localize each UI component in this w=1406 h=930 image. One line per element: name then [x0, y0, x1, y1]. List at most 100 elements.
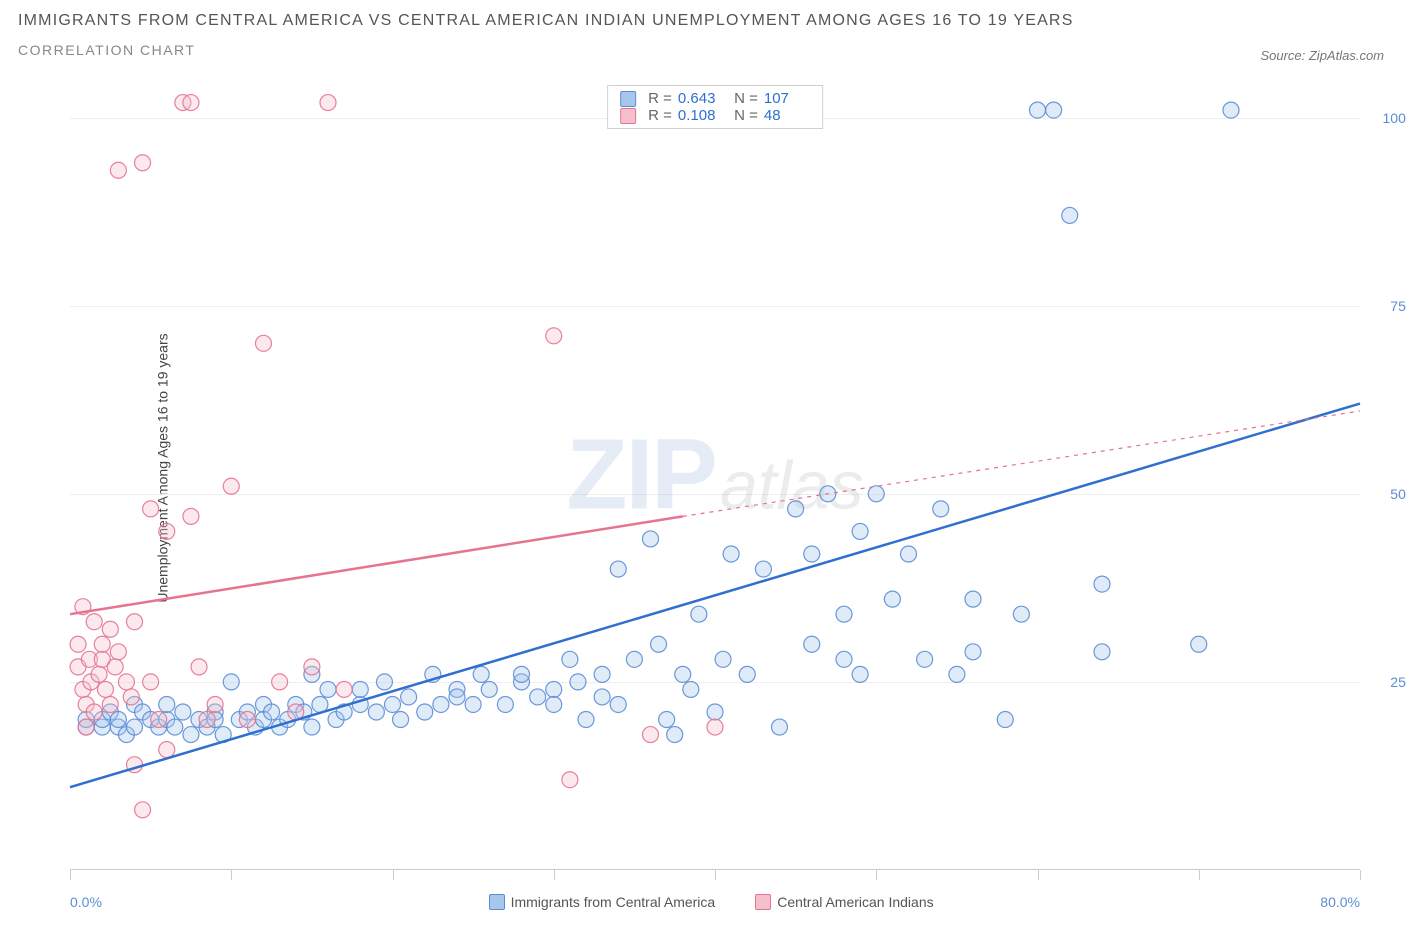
data-point: [433, 696, 449, 712]
data-point: [94, 636, 110, 652]
data-point: [723, 546, 739, 562]
legend-bottom: Immigrants from Central America Central A…: [489, 894, 934, 910]
data-point: [707, 719, 723, 735]
data-point: [320, 95, 336, 111]
data-point: [465, 696, 481, 712]
x-axis-tick: [1038, 870, 1039, 880]
data-point: [304, 719, 320, 735]
data-point: [755, 561, 771, 577]
data-point: [183, 727, 199, 743]
y-axis-tick-label: 25.0%: [1390, 674, 1406, 690]
data-point: [223, 674, 239, 690]
x-axis-tick: [1199, 870, 1200, 880]
data-point: [123, 689, 139, 705]
data-point: [1030, 102, 1046, 118]
stats-row: R = 0.643 N = 107: [620, 90, 810, 107]
stat-label: N =: [730, 107, 758, 124]
data-point: [1094, 576, 1110, 592]
stat-value-r: 0.108: [678, 107, 724, 124]
legend-swatch: [489, 894, 505, 910]
data-point: [570, 674, 586, 690]
data-point: [514, 666, 530, 682]
data-point: [868, 486, 884, 502]
data-point: [336, 681, 352, 697]
data-point: [643, 531, 659, 547]
x-axis-tick: [70, 870, 71, 880]
data-point: [659, 712, 675, 728]
data-point: [804, 546, 820, 562]
stat-label: R =: [648, 107, 672, 124]
legend-label: Central American Indians: [777, 894, 933, 910]
chart-area: ZIP atlas R =0.643 N =107R =0.108 N = 48…: [70, 80, 1360, 870]
data-point: [223, 478, 239, 494]
data-point: [836, 606, 852, 622]
data-point: [135, 155, 151, 171]
data-point: [949, 666, 965, 682]
stat-value-n: 107: [764, 90, 810, 107]
stats-row: R =0.108 N = 48: [620, 107, 810, 124]
data-point: [1191, 636, 1207, 652]
data-point: [562, 651, 578, 667]
data-point: [110, 644, 126, 660]
data-point: [1013, 606, 1029, 622]
data-point: [256, 335, 272, 351]
data-point: [836, 651, 852, 667]
x-axis-row: 0.0% Immigrants from Central America Cent…: [70, 894, 1360, 910]
source-credit: Source: ZipAtlas.com: [1260, 48, 1384, 63]
data-point: [135, 802, 151, 818]
data-point: [159, 742, 175, 758]
data-point: [159, 523, 175, 539]
scatter-plot: [70, 80, 1360, 870]
data-point: [546, 328, 562, 344]
data-point: [626, 651, 642, 667]
data-point: [304, 659, 320, 675]
data-point: [385, 696, 401, 712]
data-point: [667, 727, 683, 743]
data-point: [1062, 207, 1078, 223]
x-axis-min: 0.0%: [70, 894, 102, 910]
plot-area: ZIP atlas R =0.643 N =107R =0.108 N = 48…: [70, 80, 1360, 870]
stats-legend: R =0.643 N =107R =0.108 N = 48: [607, 85, 823, 129]
data-point: [884, 591, 900, 607]
data-point: [643, 727, 659, 743]
data-point: [207, 696, 223, 712]
data-point: [86, 614, 102, 630]
data-point: [901, 546, 917, 562]
x-axis-tick: [1360, 870, 1361, 880]
data-point: [933, 501, 949, 517]
data-point: [320, 681, 336, 697]
data-point: [127, 614, 143, 630]
data-point: [852, 523, 868, 539]
data-point: [594, 689, 610, 705]
data-point: [651, 636, 667, 652]
legend-swatch: [755, 894, 771, 910]
data-point: [151, 712, 167, 728]
x-axis-max: 80.0%: [1320, 894, 1360, 910]
data-point: [143, 501, 159, 517]
data-point: [183, 95, 199, 111]
data-point: [473, 666, 489, 682]
y-axis-tick-label: 75.0%: [1390, 298, 1406, 314]
data-point: [481, 681, 497, 697]
legend-swatch: [620, 91, 636, 107]
data-point: [804, 636, 820, 652]
data-point: [393, 712, 409, 728]
x-axis-tick: [393, 870, 394, 880]
stat-label: N =: [730, 90, 758, 107]
data-point: [143, 674, 159, 690]
data-point: [191, 659, 207, 675]
stat-label: R =: [648, 90, 672, 107]
data-point: [683, 681, 699, 697]
data-point: [175, 704, 191, 720]
data-point: [530, 689, 546, 705]
page-title: IMMIGRANTS FROM CENTRAL AMERICA VS CENTR…: [18, 12, 1388, 30]
legend-item: Immigrants from Central America: [489, 894, 716, 910]
data-point: [610, 561, 626, 577]
stat-value-r: 0.643: [678, 90, 724, 107]
data-point: [707, 704, 723, 720]
data-point: [1223, 102, 1239, 118]
data-point: [102, 696, 118, 712]
data-point: [772, 719, 788, 735]
data-point: [965, 644, 981, 660]
data-point: [376, 674, 392, 690]
